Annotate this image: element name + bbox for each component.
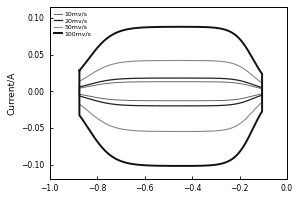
Legend: 10mv/s, 20mv/s, 50mv/s, 100mv/s: 10mv/s, 20mv/s, 50mv/s, 100mv/s: [53, 10, 92, 38]
Y-axis label: Current/A: Current/A: [7, 71, 16, 115]
